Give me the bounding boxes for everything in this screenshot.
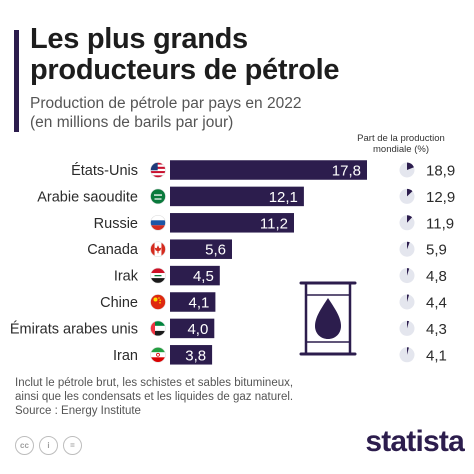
share-pie-slice: [407, 294, 410, 302]
chart-row: Irak 4,5 4,8: [114, 265, 447, 286]
share-pie-slice: [407, 347, 409, 355]
share-pie: [399, 294, 415, 310]
chart-row: Russie 11,2 11,9: [94, 213, 454, 233]
statista-logo[interactable]: statista: [365, 425, 464, 458]
bar-value-label: 5,6: [205, 242, 226, 259]
share-pie: [399, 320, 415, 336]
russia-flag-icon: [150, 215, 166, 231]
share-pie-slice: [407, 241, 410, 250]
category-label: Iran: [113, 348, 138, 364]
source-label: Source : Energy Institute: [15, 405, 141, 417]
chart-row: Chine 4,1 4,4: [100, 292, 447, 312]
share-pie-slice: [407, 215, 413, 223]
share-pie: [399, 188, 415, 204]
share-pie-base: [399, 241, 415, 257]
bar: [170, 292, 216, 312]
creative-commons-icon[interactable]: cc: [15, 436, 34, 455]
share-pie-slice: [407, 188, 413, 197]
bar: [170, 186, 304, 207]
chart-title-line1: Les plus grands: [30, 23, 248, 55]
bar: [170, 213, 294, 233]
bar-value-label: 11,2: [260, 215, 288, 232]
chart-row: Iran 3,8 4,1: [113, 345, 447, 365]
footnote-line2: ainsi que les condensats et les liquides…: [15, 391, 294, 403]
category-label: Chine: [100, 295, 138, 311]
iran-flag-icon: [150, 346, 166, 363]
us-flag-icon: [150, 162, 166, 178]
share-pie: [399, 268, 415, 284]
category-label: Canada: [87, 242, 139, 258]
share-value-label: 4,3: [426, 321, 447, 338]
chart-subtitle-line1: Production de pétrole par pays en 2022: [30, 95, 302, 112]
share-header-line2: mondiale (%): [373, 144, 429, 155]
chart-row: Arabie saoudite 12,1 12,9: [37, 186, 455, 207]
share-pie: [399, 241, 415, 257]
category-label: Émirats arabes unis: [10, 320, 138, 337]
footnote-line1: Inclut le pétrole brut, les schistes et …: [15, 377, 294, 389]
chart-subtitle-line2: (en millions de barils par jour): [30, 114, 234, 131]
canada-flag-icon: [150, 241, 166, 257]
bar-value-label: 4,1: [189, 295, 210, 312]
share-pie-slice: [407, 320, 409, 329]
bar-value-label: 17,8: [332, 163, 361, 180]
bar-value-label: 12,1: [269, 189, 298, 206]
license-icons: cc i =: [15, 436, 82, 455]
chart-row: Émirats arabes unis 4,0 4,3: [10, 318, 447, 339]
chart-title-line2: producteurs de pétrole: [30, 54, 340, 86]
saudi-arabia-flag-icon: [150, 188, 166, 205]
bar: [170, 239, 232, 259]
bar: [170, 265, 220, 286]
footnote: Inclut le pétrole brut, les schistes et …: [15, 376, 435, 418]
share-column-header: Part de la production mondiale (%): [332, 133, 470, 155]
category-label: Arabie saoudite: [37, 189, 138, 205]
uae-flag-icon: [150, 320, 166, 337]
chart-row: États-Unis 17,8 18,9: [71, 160, 455, 180]
info-icon[interactable]: i: [39, 436, 58, 455]
share-pie: [399, 347, 415, 363]
share-value-label: 5,9: [426, 242, 447, 259]
share-pie-slice: [407, 162, 414, 170]
category-label: Russie: [94, 216, 138, 232]
iraq-flag-icon: [150, 267, 166, 284]
share-pie-slice: [407, 268, 410, 276]
chart-subtitle: Production de pétrole par pays en 2022 (…: [30, 94, 450, 132]
share-header-line1: Part de la production: [357, 133, 445, 144]
bar: [170, 318, 215, 339]
share-value-label: 12,9: [426, 189, 455, 206]
bar: [170, 345, 213, 365]
equals-icon[interactable]: =: [63, 436, 82, 455]
share-value-label: 4,1: [426, 347, 447, 364]
title-accent-bar: [14, 30, 19, 132]
bar-value-label: 4,0: [187, 321, 208, 338]
share-value-label: 4,4: [426, 295, 447, 312]
share-value-label: 18,9: [426, 163, 455, 180]
oil-barrel-icon: [299, 281, 357, 356]
share-pie: [399, 215, 415, 231]
bar: [170, 160, 367, 180]
bar-value-label: 3,8: [185, 347, 206, 364]
chart-row: Canada 5,6 5,9: [87, 239, 447, 259]
share-value-label: 4,8: [426, 268, 447, 285]
chart-title: Les plus grands producteurs de pétrole: [30, 24, 450, 86]
category-label: Irak: [114, 269, 139, 285]
category-label: États-Unis: [71, 162, 138, 179]
china-flag-icon: [150, 294, 166, 310]
share-value-label: 11,9: [426, 215, 454, 232]
bar-value-label: 4,5: [193, 268, 214, 285]
share-pie: [399, 162, 415, 178]
